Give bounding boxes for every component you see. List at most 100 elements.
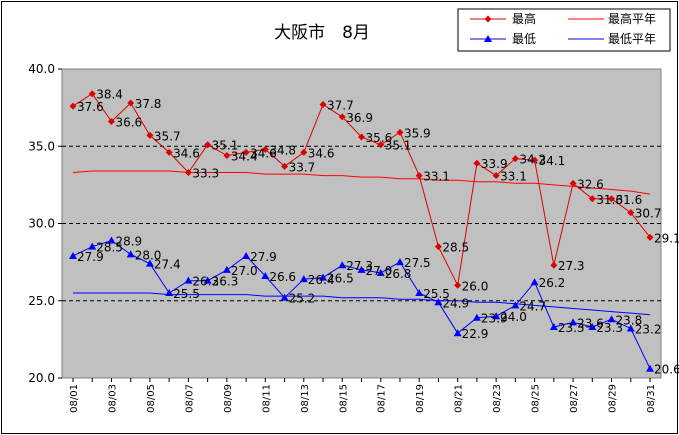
max-data-label: 37.7 [327,99,354,113]
series-group [69,90,654,372]
min-data-label: 27.9 [77,250,104,264]
min-data-label: 28.5 [96,241,123,255]
max-data-label: 31.6 [616,193,643,207]
min-data-label: 26.4 [308,273,335,287]
min-point-marker [395,258,404,266]
min-data-label: 27.0 [231,264,258,278]
max-data-label: 33.7 [289,160,316,174]
max-point-marker [261,145,269,153]
max-point-marker [204,141,212,149]
max-data-label: 28.5 [442,241,469,255]
min-point-marker [434,298,443,306]
max-data-label: 34.2 [519,153,546,167]
max-data-label: 31.6 [596,193,623,207]
max-point-marker [569,179,577,187]
y-tick-label: 20.0 [28,371,55,385]
max-point-marker [281,162,289,170]
min-point-marker [319,273,328,281]
y-tick-label: 40.0 [28,62,55,76]
max-point-marker [377,141,385,149]
min-data-label: 26.8 [385,267,412,281]
min-data-label: 26.3 [212,275,239,289]
max-point-marker [88,90,96,98]
x-tick-label: 08/23 [492,384,503,413]
min-data-label: 24.0 [500,310,527,324]
min-point-marker [511,301,520,309]
max-data-label: 32.6 [577,177,604,191]
min-data-label: 22.9 [462,327,489,341]
max-point-marker [242,148,250,156]
max-point-marker [627,209,635,217]
min-data-label: 24.7 [519,299,546,313]
max-point-marker [608,195,616,203]
x-tick-label: 08/13 [300,384,311,413]
min-point-marker [472,313,481,321]
min-point-marker [588,323,597,331]
min-data-label: 28.0 [135,248,162,262]
max-point-marker [434,243,442,251]
legend: 最高 最高平年 最低 最低平年 [457,8,671,52]
min-point-marker [261,272,270,280]
max-data-label: 27.3 [558,259,585,273]
min-data-label: 26.3 [192,275,219,289]
max-point-marker [550,261,558,269]
legend-label-min: 最低 [512,32,536,46]
max-data-label: 26.0 [462,279,489,293]
max-point-marker [358,133,365,141]
min-point-marker [607,315,616,323]
y-tick-label: 30.0 [28,217,55,231]
max-point-marker [646,233,654,241]
legend-marker-max [484,15,492,23]
min-point-marker [88,242,97,250]
max-point-marker [300,148,308,156]
x-tick-label: 08/17 [377,384,388,413]
min-point-marker [492,312,501,320]
legend-marker-min [484,35,492,42]
max-point-marker [511,155,519,163]
min-point-marker [69,251,77,259]
max-data-label: 34.6 [173,146,200,160]
max-data-label: 37.8 [135,97,162,111]
x-tick-label: 08/03 [107,384,118,413]
x-tick-label: 08/05 [146,384,157,413]
max-data-label: 35.9 [404,126,431,140]
data-labels: 37.638.436.637.835.734.633.335.134.434.6… [77,88,679,377]
max-data-label: 33.1 [423,170,450,184]
max-point-marker [223,152,231,160]
max-point-marker [319,101,327,109]
max-data-label: 36.9 [346,111,373,125]
min-point-marker [626,324,635,332]
series-line [73,292,651,316]
min-data-label: 23.6 [577,316,604,330]
min-point-marker [203,276,212,284]
min-data-label: 23.9 [481,312,508,326]
x-tick-label: 08/27 [569,384,580,413]
series-line [72,170,651,195]
legend-label-min-normal: 最低平年 [608,32,656,46]
min-point-marker [376,268,385,276]
x-tick-label: 08/09 [223,384,234,413]
max-data-label: 29.1 [654,231,679,245]
x-tick-label: 08/29 [608,384,619,413]
max-point-marker [127,99,135,107]
min-data-label: 24.9 [442,296,469,310]
max-point-marker [531,156,539,164]
max-data-label: 33.3 [192,167,219,181]
min-point-marker [549,323,558,331]
min-point-marker [415,289,424,297]
min-data-label: 26.6 [269,270,296,284]
max-data-label: 38.4 [96,88,123,102]
max-data-label: 35.7 [154,129,181,143]
x-tick-label: 08/01 [69,384,80,413]
x-axis: 08/01 08/03 08/05 08/07 08/09 08/11 08/13 08/15… [69,378,657,413]
max-data-label: 34.6 [308,146,335,160]
max-point-marker [165,148,173,156]
min-point-marker [107,236,116,244]
min-data-label: 27.9 [250,250,277,264]
max-point-marker [338,113,346,121]
max-point-marker [146,131,154,139]
legend-box [457,8,671,52]
min-data-label: 27.4 [154,258,181,272]
